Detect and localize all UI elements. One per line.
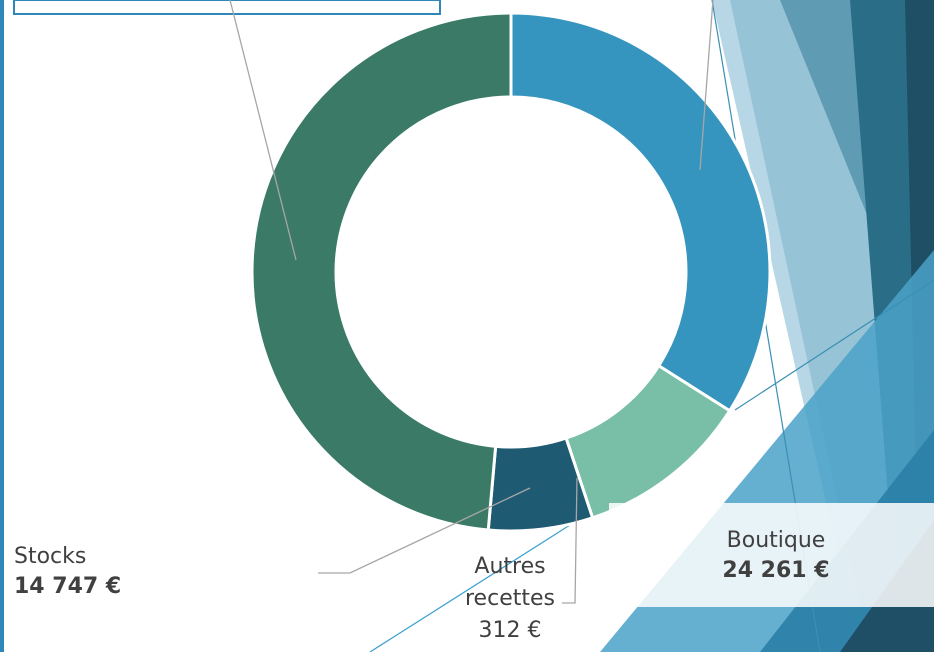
annotation-name: Stocks xyxy=(14,544,86,569)
annotation-name: Boutique xyxy=(727,528,826,553)
annotation-amount: 24 261 € xyxy=(722,558,829,583)
page: {"chart_data": {"type": "pie", "donut": … xyxy=(0,0,934,652)
label-box xyxy=(609,503,934,607)
annotation-amount: 312 € xyxy=(479,618,542,643)
slice xyxy=(252,13,511,530)
slide: Stocks14 747 €Autresrecettes312 €Boutiqu… xyxy=(0,0,934,652)
annotation-amount: 14 747 € xyxy=(14,574,121,599)
